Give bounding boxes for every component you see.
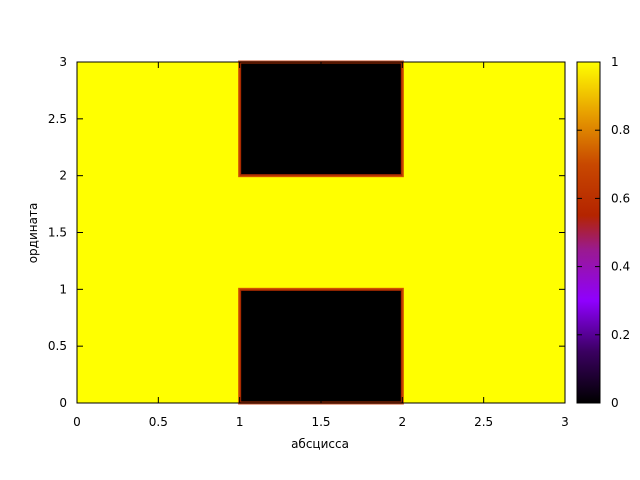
y-tick-label: 2.5 xyxy=(48,112,67,126)
colorbar-tick-label: 0.4 xyxy=(611,260,630,274)
x-tick-label: 0.5 xyxy=(149,415,168,429)
heatmap-region-1 xyxy=(239,289,403,403)
x-tick-label: 2.5 xyxy=(474,415,493,429)
y-tick-label: 0.5 xyxy=(48,339,67,353)
x-tick-label: 1 xyxy=(236,415,244,429)
x-tick-label: 1.5 xyxy=(311,415,330,429)
colorbar-tick-label: 0.6 xyxy=(611,191,630,205)
colorbar-tick-label: 0.8 xyxy=(611,123,630,137)
colorbar-axis: 0 0.2 0.4 0.6 0.8 1 xyxy=(577,55,630,410)
heatmap-region-2 xyxy=(239,62,403,176)
colorbar-tick-label: 0 xyxy=(611,396,619,410)
x-axis: 0 0.5 1 1.5 2 2.5 3 xyxy=(73,62,569,429)
y-tick-label: 0 xyxy=(59,396,67,410)
y-tick-label: 3 xyxy=(59,55,67,69)
x-tick-label: 2 xyxy=(399,415,407,429)
x-tick-label: 0 xyxy=(73,415,81,429)
colorbar-tick-label: 1 xyxy=(611,55,619,69)
y-axis: 0 0.5 1 1.5 2 2.5 3 xyxy=(48,55,565,410)
y-tick-label: 1 xyxy=(59,282,67,296)
x-tick-label: 3 xyxy=(561,415,569,429)
y-tick-label: 1.5 xyxy=(48,226,67,240)
colorbar xyxy=(576,61,601,404)
y-tick-label: 2 xyxy=(59,169,67,183)
x-axis-label: абсцисса xyxy=(291,437,349,451)
plot-area xyxy=(77,60,565,405)
colorbar-gradient xyxy=(576,61,601,404)
y-axis-label: ордината xyxy=(26,203,40,264)
colorbar-tick-label: 0.2 xyxy=(611,328,630,342)
